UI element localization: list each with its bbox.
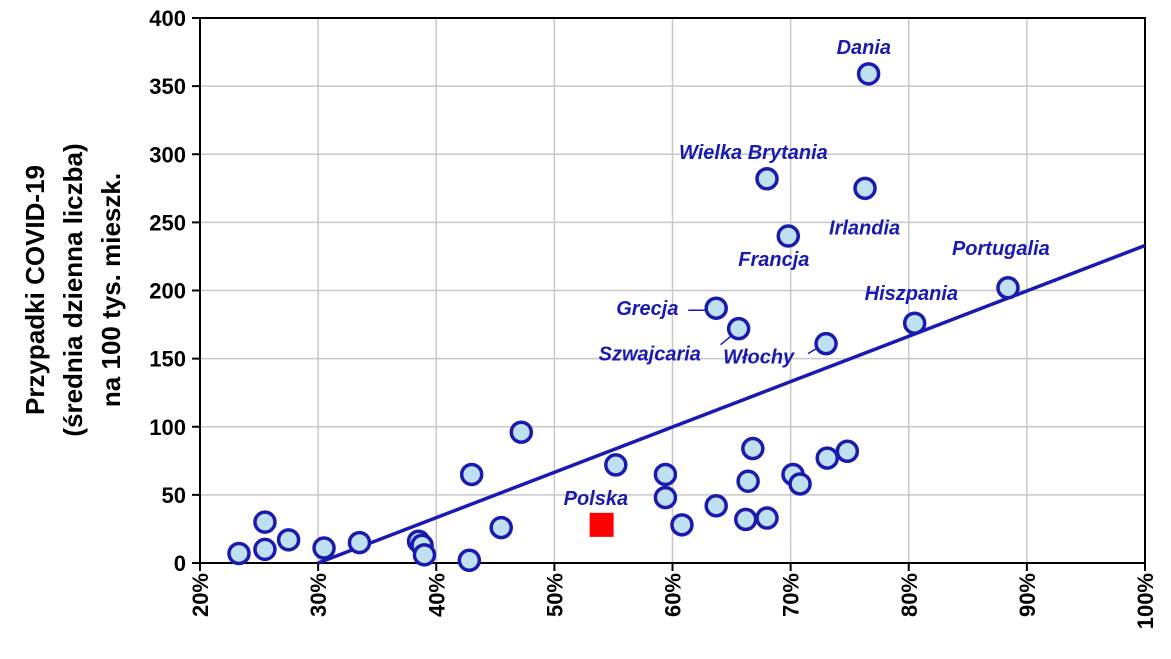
data-point bbox=[227, 541, 251, 566]
data-point bbox=[835, 439, 860, 464]
y-tick-label: 150 bbox=[149, 347, 186, 372]
x-tick-label: 30% bbox=[306, 573, 331, 617]
y-tick-label: 100 bbox=[149, 415, 186, 440]
data-point bbox=[733, 507, 758, 532]
data-point-wlochy bbox=[814, 331, 838, 356]
data-point-wielka-brytania bbox=[755, 167, 779, 191]
data-point bbox=[670, 513, 694, 537]
data-point-francja bbox=[776, 224, 801, 248]
x-tick-label: 100% bbox=[1133, 573, 1158, 629]
y-axis-label: Przypadki COVID-19 (średnia dzienna liczb… bbox=[20, 143, 126, 436]
point-label-polska: Polska bbox=[564, 488, 628, 510]
data-point bbox=[604, 453, 628, 477]
point-labels: Grecja Szwajcaria Włochy Francja Wielka Bryt… bbox=[564, 37, 1050, 510]
point-label-hiszpania: Hiszpania bbox=[865, 283, 958, 305]
y-tick-label: 50 bbox=[162, 483, 186, 508]
data-point bbox=[347, 530, 372, 555]
y-axis-label-line: (średnia dzienna liczba) bbox=[58, 143, 88, 436]
data-point bbox=[457, 548, 482, 573]
point-label-wlochy: Włochy bbox=[723, 347, 795, 369]
data-point bbox=[253, 510, 277, 534]
data-point bbox=[788, 472, 812, 496]
y-tick-labels: 0 50 100 150 200 250 300 350 400 bbox=[149, 6, 200, 576]
y-tick-label: 0 bbox=[174, 551, 186, 576]
data-point-irlandia bbox=[853, 176, 877, 201]
x-tick-label: 90% bbox=[1015, 573, 1040, 617]
data-points bbox=[227, 62, 1020, 573]
data-point-szwajcaria bbox=[726, 316, 751, 341]
y-tick-label: 400 bbox=[149, 6, 186, 31]
label-leader-line bbox=[720, 334, 734, 346]
data-point bbox=[704, 494, 728, 518]
point-label-francja: Francja bbox=[738, 249, 809, 271]
data-point-portugalia bbox=[996, 276, 1020, 300]
point-label-dania: Dania bbox=[837, 37, 891, 59]
data-point bbox=[741, 436, 765, 461]
trend-line-group bbox=[317, 243, 1146, 565]
data-point bbox=[509, 420, 534, 444]
point-label-wielka-brytania: Wielka Brytania bbox=[679, 142, 828, 164]
data-point bbox=[412, 543, 437, 567]
x-tick-label: 60% bbox=[661, 573, 686, 617]
y-tick-label: 200 bbox=[149, 279, 186, 304]
data-point-polska bbox=[589, 512, 614, 537]
x-tick-label: 50% bbox=[542, 573, 567, 617]
grid bbox=[200, 18, 1145, 563]
data-point bbox=[815, 446, 839, 470]
data-point bbox=[489, 515, 513, 540]
data-point bbox=[653, 485, 678, 510]
y-tick-label: 350 bbox=[149, 74, 186, 99]
data-point bbox=[653, 462, 678, 487]
data-point bbox=[276, 528, 301, 552]
x-tick-label: 70% bbox=[779, 573, 804, 617]
y-axis-label-line: Przypadki COVID-19 bbox=[20, 165, 50, 415]
data-point bbox=[459, 462, 484, 487]
trend-line bbox=[317, 243, 1146, 565]
y-axis-label-line: na 100 tys. mieszk. bbox=[96, 173, 126, 407]
x-tick-label: 80% bbox=[897, 573, 922, 617]
data-point-grecja bbox=[704, 296, 728, 320]
point-label-grecja: Grecja bbox=[616, 298, 678, 320]
data-point-hiszpania bbox=[902, 311, 927, 335]
x-tick-label: 20% bbox=[188, 573, 213, 617]
x-tick-label: 40% bbox=[424, 573, 449, 617]
label-leader-line bbox=[807, 346, 819, 355]
data-point bbox=[312, 536, 336, 560]
data-point-dania bbox=[856, 62, 881, 86]
data-point bbox=[755, 506, 779, 530]
point-label-irlandia: Irlandia bbox=[829, 217, 900, 239]
point-label-szwajcaria: Szwajcaria bbox=[599, 344, 701, 366]
x-tick-labels: 20% 30% 40% 50% 60% 70% 80% 90% 100% bbox=[188, 563, 1158, 629]
y-tick-label: 250 bbox=[149, 210, 186, 235]
data-point bbox=[253, 537, 277, 562]
y-tick-label: 300 bbox=[149, 142, 186, 167]
data-point bbox=[736, 469, 760, 493]
point-label-portugalia: Portugalia bbox=[952, 238, 1050, 260]
